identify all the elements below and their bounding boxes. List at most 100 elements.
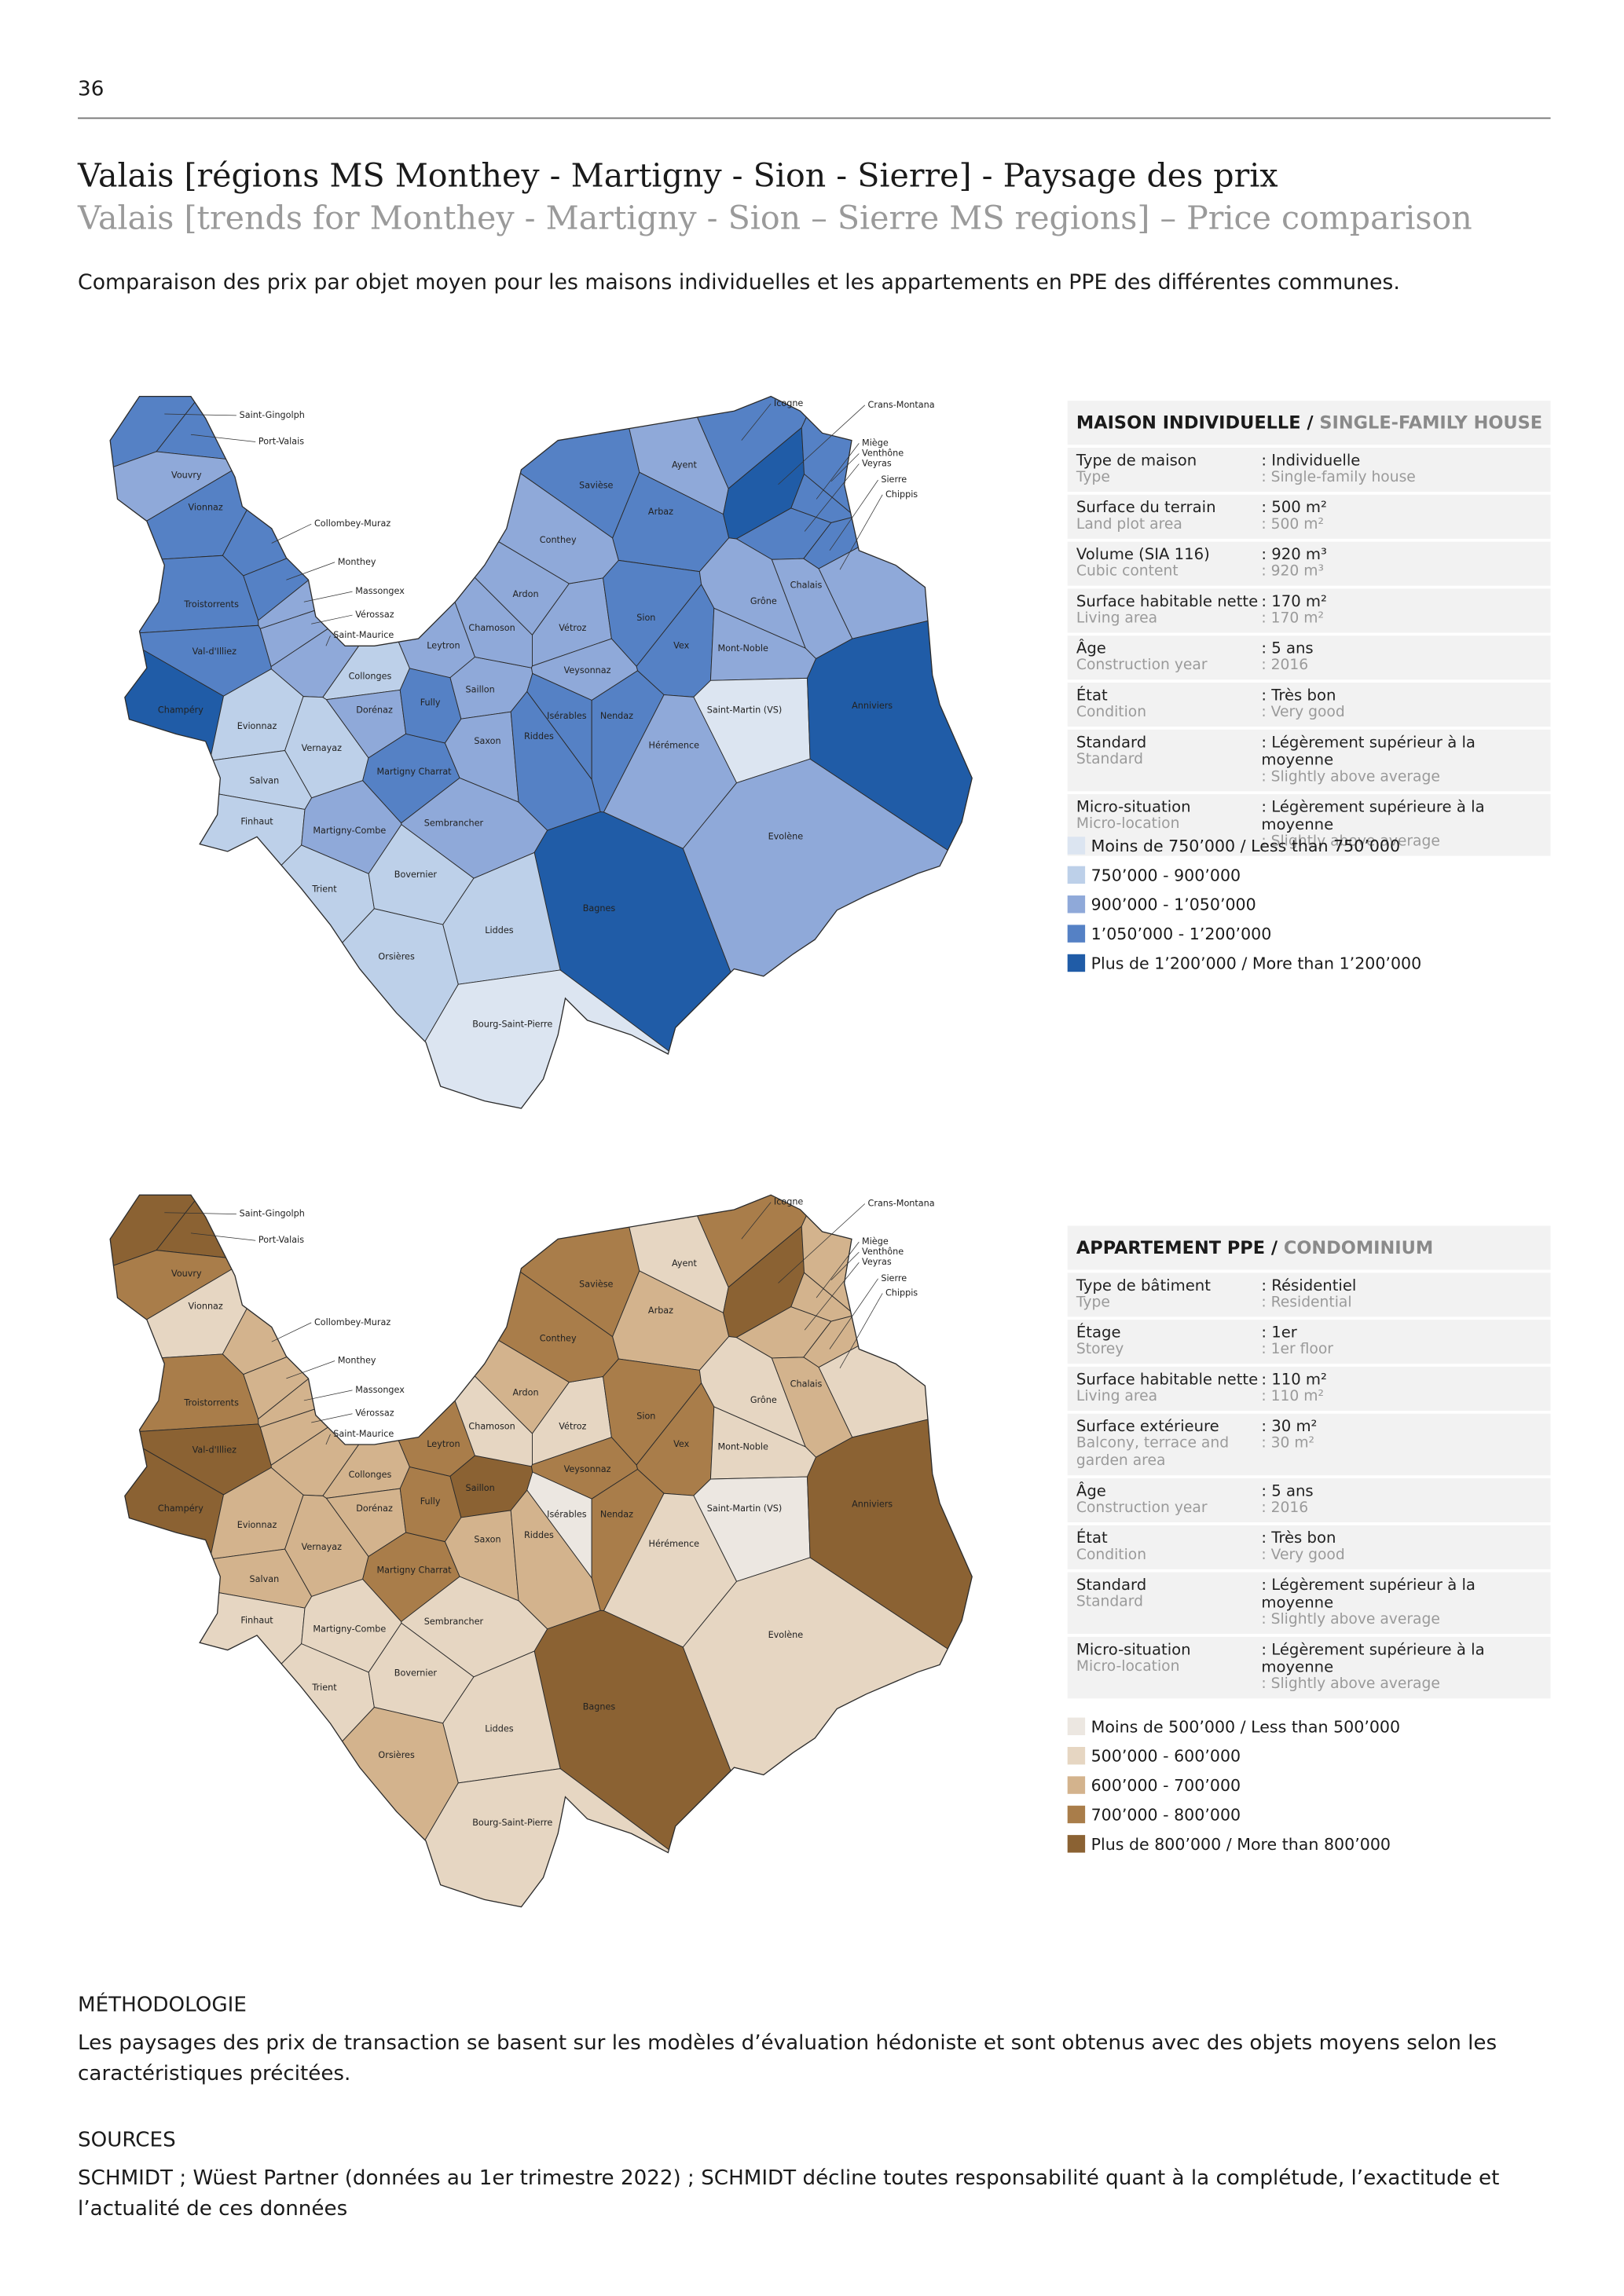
commune-label: Leytron [427,1439,460,1449]
row-value: : 920 m³ [1261,546,1327,564]
commune-label: Finhaut [240,1615,273,1625]
row-label: Étage [1076,1324,1121,1342]
subtitle: Valais [trends for Monthey - Martigny - … [78,201,1472,238]
commune-label: Nendaz [600,711,633,721]
row-label: Type de bâtiment [1076,1276,1211,1295]
legend-swatch [1067,925,1086,943]
commune-label: Bourg-Saint-Pierre [472,1019,552,1029]
commune-label: Martigny Charrat [376,1565,452,1576]
row-label: Micro-situation [1076,798,1191,817]
leader-line [325,635,331,646]
row-label-en: Cubic content [1076,563,1179,580]
leader-line [271,1322,312,1342]
row-label: Surface extérieure [1076,1418,1219,1436]
commune-area [151,908,459,1109]
row-label-cell: Volume (SIA 116) Cubic content [1076,546,1261,581]
commune-label: Saint-Gingolph [240,1209,305,1219]
legend-label: Moins de 500’000 / Less than 500’000 [1091,1716,1401,1736]
commune-label: Mont-Noble [717,643,768,654]
leader-line [816,443,860,500]
communes [110,396,973,1109]
commune-label: Val-d'Illiez [192,1445,237,1455]
panel-header: MAISON INDIVIDUELLE / SINGLE-FAMILY HOUS… [1067,401,1551,445]
commune-label: Veysonnaz [564,665,611,676]
leader-line [164,413,236,416]
commune-label: Sion [636,1411,655,1421]
commune-label: Chamoson [468,623,515,633]
row-label: Âge [1076,639,1106,658]
row-value-cell: : 500 m²: 500 m² [1261,499,1542,534]
leader-line [830,453,860,482]
row-label-cell: Surface habitable nette Living area [1076,1371,1261,1407]
row-label-en: Micro-location [1076,816,1180,833]
row-label: Volume (SIA 116) [1076,546,1210,564]
leader-line [303,1390,353,1401]
legend-swatch [1067,1835,1086,1853]
commune-label: Vernayaz [302,743,343,753]
map-outline [109,395,973,1109]
legend-label: 700’000 - 800’000 [1091,1804,1241,1825]
commune-label: Trient [311,1683,337,1693]
commune-label: Salvan [250,1574,280,1584]
row-value-cell: : 110 m²: 110 m² [1261,1371,1542,1407]
row-label-en: Condition [1076,705,1147,721]
commune-label: Conthey [540,535,577,545]
commune-label: Fully [420,698,441,708]
commune-label: Anniviers [852,701,893,711]
row-value-en: : 2016 [1261,657,1309,674]
commune-label: Martigny-Combe [313,1624,386,1634]
condo-price-map: Saint-Gingolph Port-Valais Vouvry Vionnaz Co… [109,1194,973,1908]
commune-label: Val-d'Illiez [192,646,237,657]
commune-label: Orsières [378,952,415,962]
commune-label: Chalais [790,580,823,591]
row-value-en: : Very good [1261,705,1345,721]
commune-label: Saint-Gingolph [240,410,305,420]
commune-label: Riddes [524,731,554,742]
row-value-cell: : Individuelle: Single-family house [1261,452,1542,488]
commune-label: Vernayaz [302,1542,343,1552]
row-value-en: : 920 m³ [1261,563,1324,580]
row-value: : 5 ans [1261,639,1314,658]
row-label-cell: État Condition [1076,1529,1261,1565]
row-value-en: : 1er floor [1261,1342,1333,1358]
row-value-en: : Slightly above average [1261,833,1440,851]
commune-area [110,1353,259,1434]
panel-row: Surface habitable nette Living area: 110 … [1067,1366,1551,1412]
panel-row: Surface habitable nette Living area: 170 … [1067,588,1551,633]
header-rule [78,117,1551,119]
row-label-en: Storey [1076,1342,1124,1358]
row-value: : Légèrement supérieure à la moyenne [1261,1641,1485,1677]
panel-row: Type de maison Type: Individuelle: Single… [1067,448,1551,493]
legend-swatch [1067,837,1086,855]
leader-line [741,1202,772,1240]
commune-label: Crans-Montana [868,400,935,410]
row-value-en: : Slightly above average [1261,1676,1440,1693]
row-label-cell: Micro-situation Micro-location [1076,1641,1261,1694]
row-value: : 1er [1261,1324,1297,1342]
legend-label: 750’000 - 900’000 [1091,865,1241,885]
commune-label: Sion [636,613,655,623]
commune-label: Conthey [540,1333,577,1343]
map-outline [109,1194,973,1908]
leader-line [829,479,878,551]
panel-title: MAISON INDIVIDUELLE / [1076,412,1314,434]
commune-label: Collonges [349,1470,392,1480]
row-label-cell: Standard Standard [1076,1576,1261,1629]
commune-label: Bagnes [583,1702,616,1712]
row-value: : 500 m² [1261,499,1327,517]
commune-label: Vionnaz [188,503,222,513]
commune-label: Sembrancher [424,818,484,828]
leader-line [804,463,860,532]
commune-label: Saxon [474,736,500,746]
row-label-en: Construction year [1076,657,1208,674]
row-value-en: : Slightly above average [1261,1612,1440,1628]
row-value-cell: : Très bon: Very good [1261,687,1542,723]
commune-label: Dorénaz [356,705,393,716]
row-value: : 110 m² [1261,1371,1327,1389]
row-value-cell: : 1er: 1er floor [1261,1324,1542,1360]
commune-label: Vétroz [559,1422,586,1432]
legend-item: Moins de 750’000 / Less than 750’000 [1067,831,1422,860]
legend-label: 500’000 - 600’000 [1091,1746,1241,1766]
commune-label: Trient [311,884,337,895]
row-label: Surface du terrain [1076,499,1216,517]
